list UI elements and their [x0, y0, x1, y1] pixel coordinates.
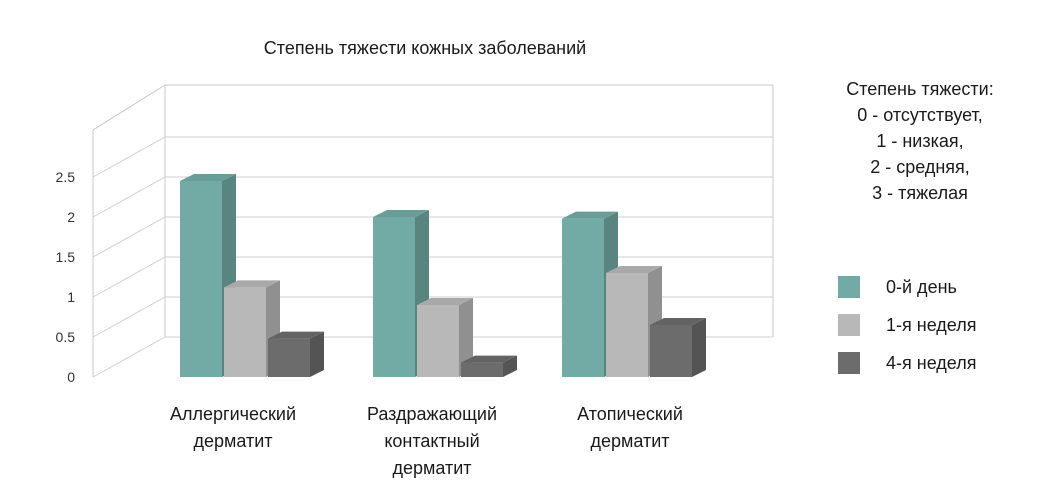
y-tick-label: 0 [67, 369, 75, 385]
x-category-label: дерматит [590, 431, 669, 451]
x-category-label: дерматит [193, 431, 272, 451]
bar [606, 273, 648, 377]
chart-title: Степень тяжести кожных заболеваний [264, 38, 586, 58]
x-category-label: дерматит [392, 458, 471, 478]
bar-top [461, 355, 517, 363]
legend-swatch [838, 314, 860, 336]
gridline-depth [92, 216, 166, 258]
side-wall-top-edge [92, 84, 166, 131]
x-category-label: Аллергический [170, 404, 296, 424]
bar-side [503, 355, 517, 377]
legend-label: 4-я неделя [886, 353, 977, 373]
gridline-depth [92, 296, 166, 338]
x-category-label: Раздражающий [367, 404, 497, 424]
legend-label: 1-я неделя [886, 315, 977, 335]
bar [180, 181, 222, 377]
severity-note-line: 1 - низкая, [876, 131, 964, 151]
legend-swatch [838, 352, 860, 374]
bar [562, 218, 604, 377]
gridline-depth [92, 136, 166, 178]
bar [417, 305, 459, 377]
x-category-label: Атопический [577, 404, 683, 424]
bar-top [180, 174, 236, 181]
bar [461, 362, 503, 377]
bar-side [692, 318, 706, 377]
y-tick-label: 1.5 [56, 249, 76, 265]
gridline-depth [92, 256, 166, 298]
severity-note-line: 0 - отсутствует, [857, 105, 983, 125]
bar [650, 325, 692, 377]
bar-top [373, 210, 429, 217]
bar-top [417, 298, 473, 305]
severity-note-line: 3 - тяжелая [872, 183, 968, 203]
severity-note-line: 2 - средняя, [870, 157, 970, 177]
y-tick-label: 0.5 [56, 329, 76, 345]
bar-top [268, 331, 324, 339]
bar [268, 338, 310, 377]
bar-top [224, 280, 280, 288]
gridline-depth [92, 336, 166, 378]
bar-top [650, 318, 706, 325]
bar-top [606, 266, 662, 273]
y-tick-label: 1 [67, 289, 75, 305]
severity-scale-note: Степень тяжести: 0 - отсутствует, 1 - ни… [800, 76, 1040, 206]
y-tick-label: 2 [67, 209, 75, 225]
gridline-depth [92, 176, 166, 218]
bar-side [310, 331, 324, 377]
legend-label: 0-й день [886, 277, 957, 297]
x-category-label: контактный [384, 431, 479, 451]
legend-swatch [838, 276, 860, 298]
bar-top [562, 211, 618, 219]
bar [373, 217, 415, 377]
severity-note-line: Степень тяжести: [846, 79, 994, 99]
y-tick-label: 2.5 [56, 169, 76, 185]
bar-side [459, 298, 473, 377]
bar [224, 287, 266, 377]
